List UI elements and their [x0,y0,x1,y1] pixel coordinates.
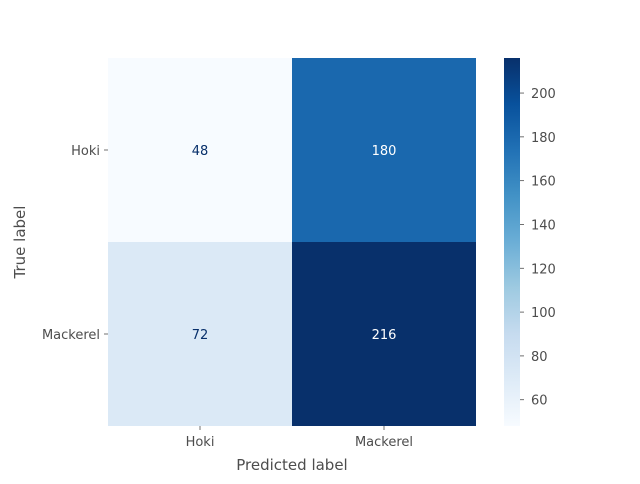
colorbar-tick-label: 80 [531,350,548,365]
colorbar-tick-label: 100 [531,306,556,321]
colorbar-tick-label: 120 [531,262,556,277]
heatmap-cell-labels: 48 180 72 216 [192,144,397,343]
colorbar-tick-label: 140 [531,218,556,233]
heatmap-cell [292,242,476,426]
y-axis-label: True label [11,206,29,280]
x-tick-label: Hoki [186,435,215,450]
colorbar-gradient [504,58,520,426]
colorbar: 60 80 100 120 140 160 180 200 [504,58,556,426]
y-tick-label: Mackerel [42,328,100,343]
heatmap-cells [108,58,476,426]
cell-value-label: 180 [372,144,397,159]
x-axis-label: Predicted label [236,456,347,474]
x-tick-label: Mackerel [355,435,413,450]
colorbar-tick-label: 60 [531,394,548,409]
cell-value-label: 48 [192,144,209,159]
cell-value-label: 72 [192,328,209,343]
colorbar-tick-label: 160 [531,175,556,190]
heatmap-cell [292,58,476,242]
colorbar-tick-label: 200 [531,87,556,102]
colorbar-tick-label: 180 [531,131,556,146]
y-tick-label: Hoki [71,144,100,159]
y-axis: Hoki Mackerel [42,144,108,343]
heatmap-cell [108,242,292,426]
x-axis: Hoki Mackerel [186,426,413,450]
heatmap-cell [108,58,292,242]
cell-value-label: 216 [372,328,397,343]
